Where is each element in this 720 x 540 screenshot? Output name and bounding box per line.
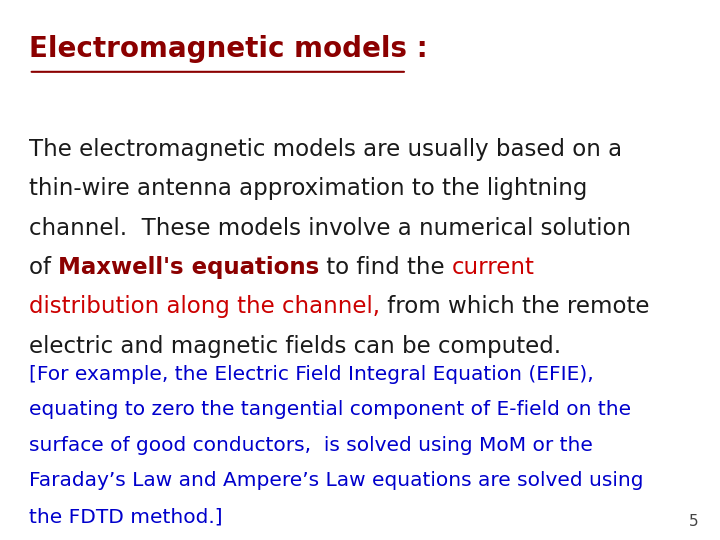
- Text: Faraday’s Law and Ampere’s Law equations are solved using: Faraday’s Law and Ampere’s Law equations…: [29, 471, 643, 490]
- Text: the FDTD method.]: the FDTD method.]: [29, 507, 222, 526]
- Text: equating to zero the tangential component of E-field on the: equating to zero the tangential componen…: [29, 400, 631, 419]
- Text: 5: 5: [689, 514, 698, 529]
- Text: current: current: [452, 256, 535, 279]
- Text: electric and magnetic fields can be computed.: electric and magnetic fields can be comp…: [29, 335, 561, 358]
- Text: The electromagnetic models are usually based on a: The electromagnetic models are usually b…: [29, 138, 622, 161]
- Text: Electromagnetic models :: Electromagnetic models :: [29, 35, 428, 63]
- Text: distribution along the channel,: distribution along the channel,: [29, 295, 380, 319]
- Text: of: of: [29, 256, 58, 279]
- Text: Maxwell's equations: Maxwell's equations: [58, 256, 319, 279]
- Text: thin-wire antenna approximation to the lightning: thin-wire antenna approximation to the l…: [29, 177, 588, 200]
- Text: [For example, the Electric Field Integral Equation (EFIE),: [For example, the Electric Field Integra…: [29, 364, 593, 383]
- Text: channel.  These models involve a numerical solution: channel. These models involve a numerica…: [29, 217, 631, 240]
- Text: from which the remote: from which the remote: [380, 295, 649, 319]
- Text: to find the: to find the: [319, 256, 452, 279]
- Text: surface of good conductors,  is solved using MoM or the: surface of good conductors, is solved us…: [29, 436, 593, 455]
